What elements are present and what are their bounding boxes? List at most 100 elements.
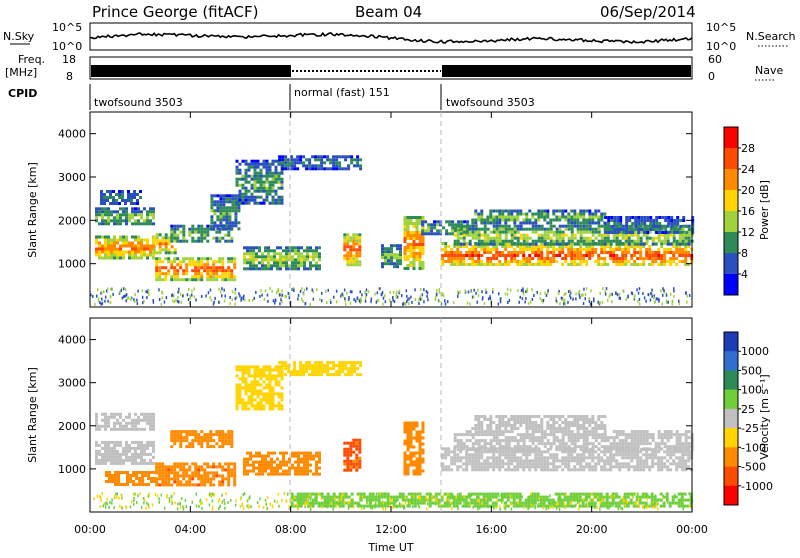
power-region-2 <box>95 207 155 225</box>
power-ylabel: Slant Range [km] <box>26 162 39 258</box>
power-cbar-tick-label-0: 28 <box>741 142 755 155</box>
date-label: 06/Sep/2014 <box>600 3 696 21</box>
power-ytick-label-1: 2000 <box>58 214 86 227</box>
xtick-label-6: 00:00 <box>676 523 708 536</box>
power-ytick-label-0: 1000 <box>58 258 86 271</box>
cpid-segment-3: twofsound 3503 <box>446 96 535 109</box>
xtick-label-0: 00:00 <box>74 523 106 536</box>
freq-label: Freq. <box>18 53 45 66</box>
vel-cbar-swatch-2 <box>724 370 738 390</box>
xtick-label-3: 12:00 <box>375 523 407 536</box>
nsky-label: N.Sky <box>3 30 35 43</box>
velocity-region-8 <box>343 439 361 472</box>
power-cbar-tick-label-6: 4 <box>741 268 748 281</box>
velocity-region-2 <box>155 462 236 486</box>
velocity-region-6 <box>278 361 362 376</box>
vel-cbar-swatch-5 <box>724 428 738 448</box>
power-colorbar-label: Power [dB] <box>758 180 771 240</box>
nsky-panel <box>90 23 692 50</box>
vel-cbar-tick-label-6: -500 <box>741 461 766 474</box>
nsearch-label: N.Search <box>746 30 796 43</box>
power-cbar-swatch-1 <box>724 148 738 170</box>
velocity-ytick-label-3: 4000 <box>58 334 86 347</box>
nsky-tick-top: 10^5 <box>52 21 82 34</box>
velocity-data-layer <box>93 361 693 511</box>
vel-cbar-swatch-8 <box>724 486 738 506</box>
velocity-y-axis: 1000 2000 3000 4000 <box>58 334 692 476</box>
xtick-label-5: 20:00 <box>576 523 608 536</box>
vel-cbar-swatch-4 <box>724 409 738 429</box>
velocity-ylabel: Slant Range [km] <box>26 367 39 463</box>
nsearch-tick-top: 10^5 <box>706 21 736 34</box>
beam-label: Beam 04 <box>355 3 422 21</box>
vel-cbar-tick-label-7: -1000 <box>741 480 773 493</box>
nsky-tick-bottom: 10^0 <box>52 40 82 53</box>
freq-tick-bottom: 8 <box>66 70 73 83</box>
power-cbar-swatch-5 <box>724 232 738 254</box>
nave-label: Nave <box>755 64 783 77</box>
cpid-label: CPID <box>8 87 37 100</box>
velocity-ytick-label-1: 2000 <box>58 420 86 433</box>
velocity-region-7 <box>243 452 321 476</box>
velocity-ytick-label-2: 3000 <box>58 377 86 390</box>
velocity-region-12 <box>471 415 606 430</box>
power-ytick-label-3: 4000 <box>58 128 86 141</box>
power-cbar-swatch-4 <box>724 211 738 233</box>
freq-bar-segment-1 <box>91 65 291 77</box>
power-speckle <box>90 287 690 306</box>
freq-unit: [MHz] <box>5 66 37 79</box>
xtick-label-4: 16:00 <box>475 523 507 536</box>
power-region-8 <box>278 155 362 170</box>
nsky-trace <box>90 33 692 43</box>
vel-cbar-tick-label-3: 25 <box>741 403 755 416</box>
freq-bar-segment-2 <box>442 65 691 77</box>
velocity-colorbar-label: Velocity [m s⁻¹] <box>758 374 771 459</box>
vel-cbar-tick-label-0: 1000 <box>741 345 769 358</box>
velocity-ytick-label-0: 1000 <box>58 463 86 476</box>
time-axis-label: Time UT <box>367 541 413 554</box>
power-region-10 <box>343 233 361 266</box>
velocity-region-5 <box>236 365 284 410</box>
power-panel <box>90 112 692 307</box>
power-region-11 <box>381 244 402 268</box>
velocity-region-11 <box>454 430 694 451</box>
vel-cbar-swatch-7 <box>724 467 738 487</box>
vel-cbar-tick-label-4: -25 <box>741 422 759 435</box>
power-cbar-tick-label-1: 24 <box>741 163 755 176</box>
cpid-segment-2: normal (fast) 151 <box>294 86 390 99</box>
xtick-label-1: 04:00 <box>174 523 206 536</box>
velocity-region-9 <box>404 422 425 476</box>
power-region-3 <box>100 190 142 205</box>
velocity-region-3 <box>105 471 156 486</box>
power-cbar-tick-label-5: 8 <box>741 247 748 260</box>
nsearch-tick-bottom: 10^0 <box>706 40 736 53</box>
power-region-0 <box>95 236 155 260</box>
xtick-label-2: 08:00 <box>275 523 307 536</box>
nave-tick-bottom: 0 <box>708 70 715 83</box>
vel-cbar-swatch-6 <box>724 447 738 467</box>
vel-cbar-swatch-1 <box>724 351 738 371</box>
velocity-region-4 <box>170 430 233 448</box>
power-ytick-label-2: 3000 <box>58 171 86 184</box>
cpid-segment-1: twofsound 3503 <box>94 96 183 109</box>
power-cbar-tick-label-3: 16 <box>741 205 755 218</box>
power-region-4 <box>155 257 236 281</box>
nave-tick-top: 60 <box>708 53 722 66</box>
velocity-region-1 <box>95 413 155 431</box>
power-cbar-swatch-6 <box>724 253 738 275</box>
power-region-7 <box>236 160 284 205</box>
power-cbar-tick-label-2: 20 <box>741 184 755 197</box>
vel-cbar-swatch-3 <box>724 390 738 410</box>
power-cbar-swatch-7 <box>724 274 738 296</box>
freq-tick-top: 18 <box>62 53 76 66</box>
power-cbar-swatch-0 <box>724 127 738 149</box>
radar-title: Prince George (fitACF) <box>92 3 258 21</box>
velocity-region-0 <box>95 441 155 465</box>
vel-cbar-swatch-0 <box>724 332 738 352</box>
power-region-17 <box>604 216 694 234</box>
power-region-9 <box>243 246 321 270</box>
power-cbar-swatch-2 <box>724 169 738 191</box>
